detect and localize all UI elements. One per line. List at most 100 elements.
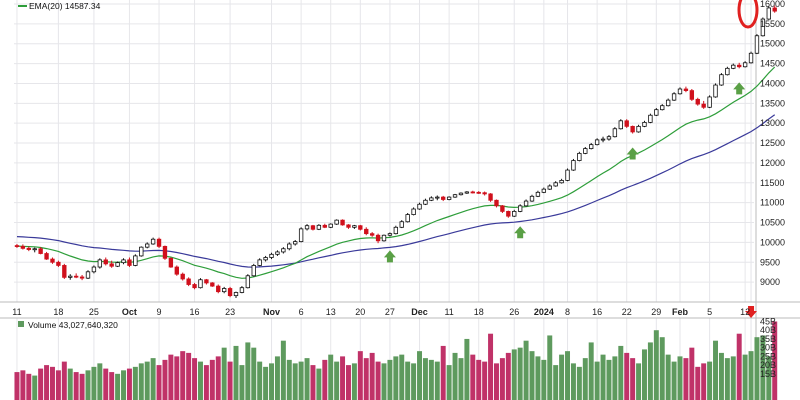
candle-up xyxy=(571,160,576,171)
candle-up xyxy=(642,121,647,127)
candle-up xyxy=(387,233,393,236)
volume-tick-label: 35B xyxy=(760,334,776,344)
candle-up xyxy=(423,199,428,205)
volume-bar xyxy=(707,361,713,400)
volume-bar xyxy=(659,337,665,400)
candle-down xyxy=(14,245,20,247)
volume-bar xyxy=(393,356,399,400)
candle-down xyxy=(476,191,481,194)
candle-down xyxy=(156,238,162,247)
date-tick-label: 13 xyxy=(326,307,336,317)
candle-up xyxy=(429,197,434,201)
volume-bar xyxy=(588,342,594,400)
volume-bar xyxy=(488,333,494,400)
candle-up xyxy=(665,99,671,107)
candle-down xyxy=(701,103,706,108)
volume-legend-label: Volume 43,027,640,320 xyxy=(28,320,118,330)
candle-down xyxy=(375,234,381,242)
candle-down xyxy=(20,245,26,249)
candle-up xyxy=(754,35,760,54)
candle-up xyxy=(328,223,333,228)
candle-up xyxy=(334,219,339,225)
candle-up xyxy=(464,191,470,194)
volume-bar xyxy=(665,354,671,400)
candle-up xyxy=(731,64,736,69)
volume-bar xyxy=(405,361,411,400)
volume-bar xyxy=(168,354,174,400)
date-tick-label: 12 xyxy=(740,307,750,317)
volume-bar xyxy=(624,352,630,400)
volume-bar xyxy=(357,351,363,400)
price-tick-label: 15500 xyxy=(760,19,785,29)
volume-bar xyxy=(85,370,91,400)
candle-up xyxy=(133,255,138,266)
candle-up xyxy=(221,288,227,293)
candle-up xyxy=(594,139,600,146)
volume-bar xyxy=(422,358,428,400)
candle-up xyxy=(68,275,73,278)
date-tick-label: Oct xyxy=(122,307,137,317)
volume-bar xyxy=(304,358,310,400)
volume-legend: Volume 43,027,640,320 xyxy=(18,320,118,330)
volume-bar xyxy=(162,359,168,400)
volume-bar xyxy=(174,356,180,400)
date-axis: 11 18 25 Oct 9 16 23 Nov 6 13 20 27 Dec 11 18 26 2024 8 16… xyxy=(12,307,750,317)
candle-down xyxy=(488,193,493,201)
candle-down xyxy=(695,98,700,105)
date-tick-label: 9 xyxy=(157,307,162,317)
price-tick-label: 9500 xyxy=(760,257,780,267)
volume-bar xyxy=(535,356,541,400)
volume-bar xyxy=(156,365,162,400)
volume-bar xyxy=(417,351,423,400)
candle-up xyxy=(269,253,274,258)
candle-up xyxy=(316,224,322,230)
volume-bar xyxy=(345,365,351,400)
volume-bar xyxy=(73,372,79,400)
volume-bar xyxy=(452,352,458,400)
volume-tick-label: 15B xyxy=(760,369,776,379)
volume-bar xyxy=(38,368,44,400)
candle-up xyxy=(618,120,623,130)
candle-down xyxy=(506,210,511,217)
candle-down xyxy=(689,90,695,100)
candle-up xyxy=(411,208,416,215)
volume-bar xyxy=(328,354,334,400)
candle-up xyxy=(393,226,399,235)
price-tick-label: 12000 xyxy=(760,158,785,168)
candle-up xyxy=(512,210,517,217)
candle-up xyxy=(725,67,730,76)
price-axis: 16000 15500 15000 14500 14000 13500 13000 12500… xyxy=(760,0,785,287)
volume-bar xyxy=(523,340,529,400)
candle-down xyxy=(204,279,209,284)
date-tick-label: 26 xyxy=(509,307,519,317)
volume-tick-label: 40B xyxy=(760,325,776,335)
volume-bar xyxy=(369,352,375,400)
date-tick-label: Dec xyxy=(411,307,428,317)
volume-bar xyxy=(44,365,50,400)
candle-down xyxy=(494,199,499,207)
candle-up xyxy=(600,138,606,141)
volume-bar xyxy=(641,349,647,400)
volume-bar xyxy=(280,340,286,400)
volume-bar xyxy=(718,352,724,400)
candle-down xyxy=(683,88,689,92)
volume-bar xyxy=(446,365,452,400)
price-tick-label: 11500 xyxy=(760,178,784,188)
volume-bar xyxy=(636,363,642,400)
candle-down xyxy=(630,125,635,133)
candle-up xyxy=(91,266,97,273)
volume-bar xyxy=(375,361,381,400)
volume-bars xyxy=(14,321,778,400)
volume-bar xyxy=(150,358,156,400)
volume-bar xyxy=(203,365,209,400)
volume-bar xyxy=(363,358,369,400)
volume-bar xyxy=(701,363,707,400)
ema-legend-swatch xyxy=(18,5,27,7)
sell-arrow-icon xyxy=(745,306,758,318)
volume-bar xyxy=(772,321,778,400)
candle-down xyxy=(310,225,316,230)
candle-up xyxy=(766,7,771,20)
volume-bar xyxy=(221,347,227,400)
price-tick-label: 10500 xyxy=(760,218,785,228)
volume-bar xyxy=(239,365,245,400)
